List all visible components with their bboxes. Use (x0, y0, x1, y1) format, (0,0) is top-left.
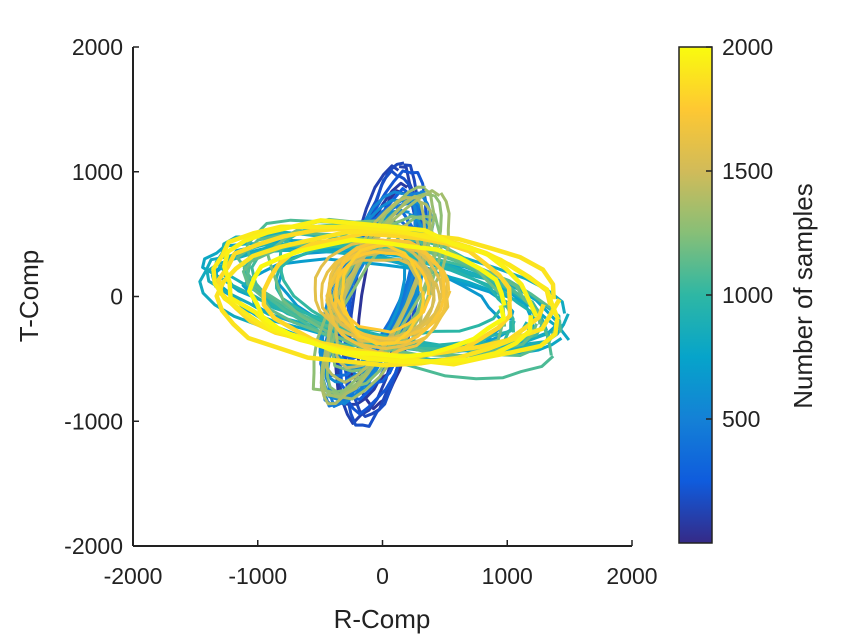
particle-motion-traces (198, 161, 571, 428)
trace-loop (319, 239, 450, 350)
trace-loop (339, 243, 425, 346)
y-tick-label: -2000 (64, 533, 123, 559)
x-axis-ticks: -2000 -1000 0 1000 2000 (104, 540, 658, 589)
y-tick-label: -1000 (64, 408, 123, 434)
trace-loop (247, 237, 507, 359)
y-axis-ticks: -2000 -1000 0 1000 2000 (64, 34, 139, 559)
colorbar-tick-label: 500 (722, 406, 760, 432)
x-tick-label: -2000 (104, 563, 163, 589)
x-tick-label: 1000 (482, 563, 533, 589)
colorbar-tick-label: 1000 (722, 282, 773, 308)
trace-loop (222, 218, 539, 365)
trace-loop (214, 228, 562, 368)
colorbar-tick-label: 2000 (722, 34, 773, 60)
x-tick-label: 2000 (606, 563, 657, 589)
colorbar-label: Number of samples (788, 183, 818, 408)
y-tick-label: 2000 (72, 34, 123, 60)
y-tick-label: 1000 (72, 159, 123, 185)
x-tick-label: -1000 (228, 563, 287, 589)
colorbar-tick-label: 1500 (722, 158, 773, 184)
y-tick-label: 0 (110, 284, 123, 310)
colorbar-ticks: 500 1000 1500 2000 (706, 34, 773, 432)
y-axis-label: T-Comp (14, 250, 44, 342)
x-axis-label: R-Comp (334, 604, 431, 634)
x-tick-label: 0 (376, 563, 389, 589)
trace-loop (328, 242, 452, 341)
